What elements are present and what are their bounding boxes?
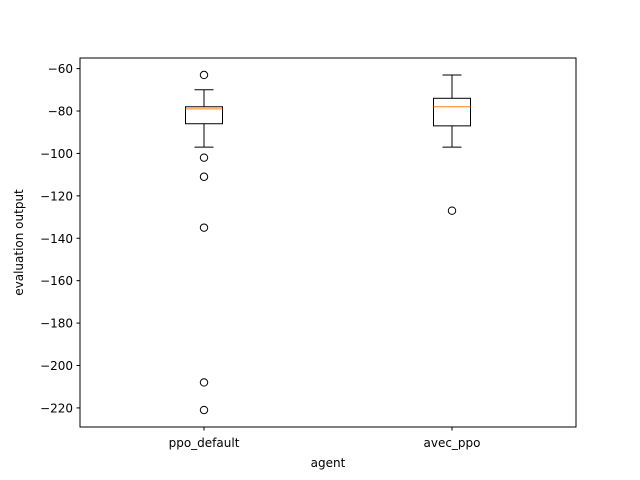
x-axis-ticks: ppo_default avec_ppo <box>169 427 481 450</box>
x-axis-label: agent <box>311 456 346 470</box>
interquartile-box <box>433 97 471 127</box>
y-tick-label: −160 <box>40 274 73 288</box>
axes-frame <box>79 57 577 428</box>
y-tick-label: −200 <box>40 359 73 373</box>
outlier-point <box>199 172 209 181</box>
y-axis-label: evaluation output <box>12 189 26 296</box>
outlier-point <box>199 405 209 415</box>
y-tick-label: −220 <box>40 401 73 415</box>
y-tick-label: −80 <box>48 105 73 119</box>
box-ppo_default <box>185 70 223 415</box>
y-tick-label: −180 <box>40 317 73 331</box>
y-tick-label: −60 <box>48 62 73 76</box>
box-avec_ppo <box>433 74 471 215</box>
y-tick-label: −120 <box>40 189 73 203</box>
y-tick-label: −140 <box>40 232 73 246</box>
outlier-point <box>199 70 209 80</box>
y-tick-label: −100 <box>40 147 73 161</box>
plot-area <box>185 70 471 415</box>
interquartile-box <box>185 106 223 125</box>
x-tick-label: ppo_default <box>169 436 240 450</box>
x-tick-label: avec_ppo <box>423 436 480 450</box>
outlier-point <box>199 378 209 387</box>
outlier-point <box>199 223 209 232</box>
outlier-point <box>447 206 457 215</box>
y-axis-ticks: −60 −80 −100 −120 −140 −160 −180 −200 −220 <box>40 62 80 415</box>
outlier-point <box>199 153 209 162</box>
